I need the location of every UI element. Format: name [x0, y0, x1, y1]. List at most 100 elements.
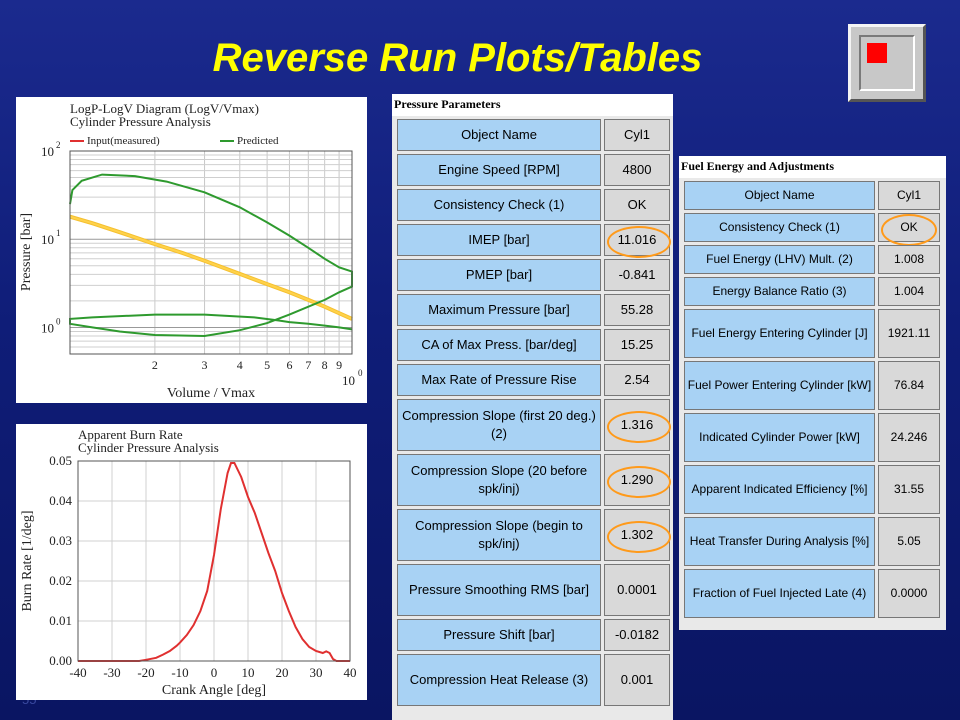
- parameter-label: Consistency Check (1): [684, 213, 875, 242]
- parameter-value-text: -0.841: [618, 267, 656, 283]
- table-row: PMEP [bar] -0.841: [397, 259, 670, 291]
- x-tick-label: 30: [310, 665, 323, 680]
- parameter-value: 0.001: [604, 654, 670, 706]
- burn-rate-chart-panel: Apparent Burn Rate Cylinder Pressure Ana…: [16, 424, 367, 700]
- parameter-value-text: 2.54: [624, 372, 650, 388]
- parameter-label: Maximum Pressure [bar]: [397, 294, 601, 326]
- fuel-energy-table: Object Name Cyl1 Consistency Check (1) OK Fu…: [681, 178, 943, 621]
- table-row: Fraction of Fuel Injected Late (4) 0.0000: [684, 569, 940, 618]
- parameter-value: OK: [604, 189, 670, 221]
- x-tick-exponent: 0: [358, 368, 363, 378]
- parameter-label: Pressure Smoothing RMS [bar]: [397, 564, 601, 616]
- table-row: Consistency Check (1) OK: [397, 189, 670, 221]
- parameter-label: Heat Transfer During Analysis [%]: [684, 517, 875, 566]
- parameter-value-text: 4800: [622, 162, 652, 178]
- parameter-value-text: 0.0001: [617, 582, 657, 598]
- parameter-label: Max Rate of Pressure Rise: [397, 364, 601, 396]
- stop-icon: [867, 43, 887, 63]
- x-tick-label: 10: [242, 665, 255, 680]
- y-tick-label: 0.03: [49, 533, 72, 548]
- y-tick-label: 0.05: [49, 453, 72, 468]
- parameter-value-text: 55.28: [620, 302, 654, 318]
- parameter-value: 5.05: [878, 517, 940, 566]
- parameter-value: 1.008: [878, 245, 940, 274]
- x-tick-label: 9: [336, 358, 342, 372]
- parameter-value-text: Cyl1: [623, 127, 650, 143]
- plot-frame: [77, 460, 351, 662]
- y-tick-label: 0.01: [49, 613, 72, 628]
- x-tick-label: 3: [202, 358, 208, 372]
- pressure-parameters-header: Pressure Parameters: [392, 94, 673, 116]
- pressure-parameters-table: Object Name Cyl1 Engine Speed [RPM] 4800 Con…: [394, 116, 673, 709]
- table-row: Max Rate of Pressure Rise 2.54: [397, 364, 670, 396]
- x-tick-label: -30: [103, 665, 120, 680]
- parameter-label: Indicated Cylinder Power [kW]: [684, 413, 875, 462]
- parameter-label: Fuel Energy (LHV) Mult. (2): [684, 245, 875, 274]
- parameter-label: IMEP [bar]: [397, 224, 601, 256]
- x-axis-label: Volume / Vmax: [167, 386, 255, 401]
- logp-logv-chart-panel: LogP-LogV Diagram (LogV/Vmax) Cylinder P…: [16, 97, 367, 403]
- parameter-label: Compression Slope (begin to spk/inj): [397, 509, 601, 561]
- x-tick-label: 0: [211, 665, 218, 680]
- parameter-label: PMEP [bar]: [397, 259, 601, 291]
- x-tick-label: 5: [264, 358, 270, 372]
- table-row: Compression Slope (20 before spk/inj) 1.2…: [397, 454, 671, 506]
- table-row: Pressure Shift [bar] -0.0182: [397, 619, 670, 651]
- legend-label-predicted: Predicted: [237, 135, 279, 147]
- parameter-label: Apparent Indicated Efficiency [%]: [684, 465, 875, 514]
- parameter-value: 4800: [604, 154, 670, 186]
- parameter-value: 0.0000: [878, 569, 940, 618]
- table-row: Fuel Energy (LHV) Mult. (2) 1.008: [684, 245, 940, 274]
- series-line-burn-rate: [78, 462, 350, 662]
- y-tick-label: 10: [41, 232, 54, 247]
- y-tick-label: 0.04: [49, 493, 72, 508]
- chart-subtitle: Cylinder Pressure Analysis: [78, 440, 219, 455]
- parameter-label: Compression Slope (first 20 deg.) (2): [397, 399, 601, 451]
- chart-title: Apparent Burn Rate: [78, 427, 183, 442]
- plot-frame: [69, 150, 353, 355]
- y-axis-label: Pressure [bar]: [19, 213, 34, 291]
- parameter-label: Engine Speed [RPM]: [397, 154, 601, 186]
- y-tick-label: 0.00: [49, 653, 72, 668]
- parameter-value-text: 1921.11: [887, 326, 931, 341]
- y-tick-exponent: 1: [56, 228, 61, 238]
- y-tick-exponent: 2: [56, 140, 61, 150]
- parameter-value: 24.246: [878, 413, 940, 462]
- x-tick-label: 4: [237, 358, 243, 372]
- parameter-value: 2.54: [604, 364, 670, 396]
- parameter-label: Energy Balance Ratio (3): [684, 277, 875, 306]
- parameter-value-text: 11.016: [617, 232, 657, 248]
- parameter-value-text: 31.55: [893, 482, 925, 497]
- parameter-value: Cyl1: [604, 119, 670, 151]
- pressure-parameters-panel: Pressure Parameters Object Name Cyl1 Engin…: [392, 94, 673, 720]
- parameter-value-text: 1.008: [893, 252, 925, 267]
- table-row: Compression Slope (begin to spk/inj) 1.30…: [397, 509, 671, 561]
- y-axis-label: Burn Rate [1/deg]: [20, 510, 35, 611]
- table-row: Maximum Pressure [bar] 55.28: [397, 294, 670, 326]
- parameter-label: Object Name: [397, 119, 601, 151]
- parameter-value-text: 1.290: [620, 472, 654, 488]
- parameter-value: Cyl1: [878, 181, 940, 210]
- parameter-label: CA of Max Press. [bar/deg]: [397, 329, 601, 361]
- table-row: Compression Heat Release (3) 0.001: [397, 654, 670, 706]
- x-tick-label: -10: [171, 665, 188, 680]
- parameter-label: Compression Heat Release (3): [397, 654, 601, 706]
- parameter-value: -0.841: [604, 259, 670, 291]
- parameter-value-text: Cyl1: [896, 188, 921, 203]
- stop-button[interactable]: [848, 24, 926, 102]
- chart-title: LogP-LogV Diagram (LogV/Vmax): [70, 101, 259, 116]
- chart-subtitle: Cylinder Pressure Analysis: [70, 114, 211, 129]
- parameter-value: 1.316: [604, 399, 671, 451]
- x-tick-label: 8: [322, 358, 328, 372]
- parameter-value: 1.290: [604, 454, 671, 506]
- parameter-value-text: 1.316: [620, 417, 654, 433]
- x-tick-label: 6: [286, 358, 292, 372]
- burn-rate-chart: Apparent Burn Rate Cylinder Pressure Ana…: [20, 427, 357, 698]
- table-row: Pressure Smoothing RMS [bar] 0.0001: [397, 564, 670, 616]
- x-tick-label: 20: [276, 665, 289, 680]
- parameter-value-text: 15.25: [620, 337, 654, 353]
- parameter-label: Object Name: [684, 181, 875, 210]
- parameter-value: -0.0182: [604, 619, 670, 651]
- fuel-energy-panel: Fuel Energy and Adjustments Object Name C…: [679, 156, 946, 630]
- parameter-value: 15.25: [604, 329, 670, 361]
